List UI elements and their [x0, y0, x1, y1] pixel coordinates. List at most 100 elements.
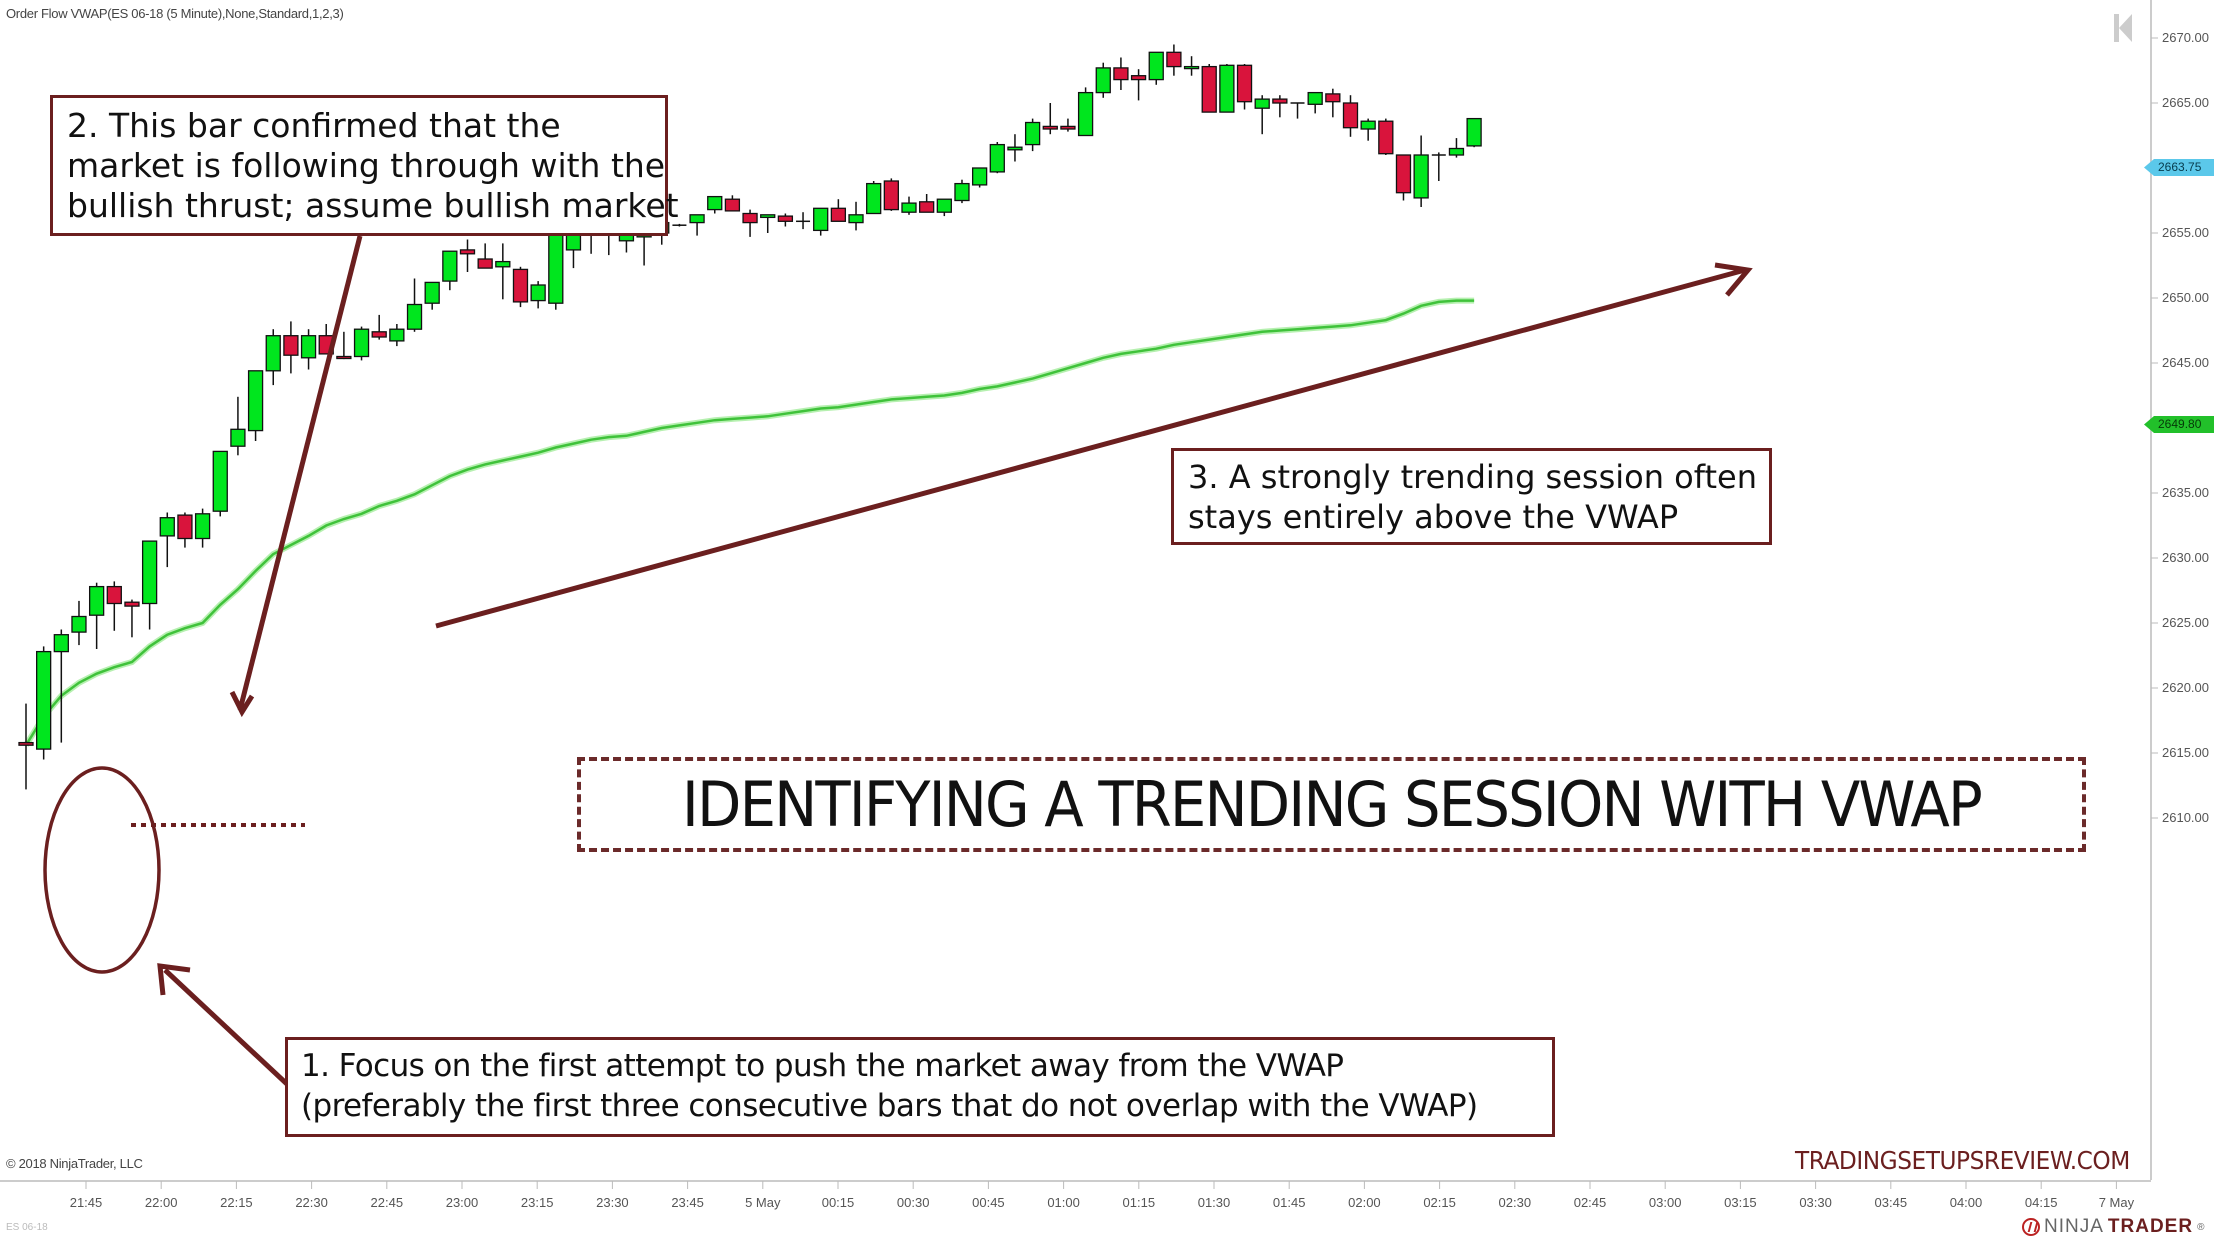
y-tick-label: 2620.00 [2162, 680, 2209, 695]
y-tick-label: 2645.00 [2162, 355, 2209, 370]
bull-candle [1077, 91, 1094, 137]
y-tick-label: 2665.00 [2162, 95, 2209, 110]
bull-candle [88, 585, 105, 616]
x-tick-label: 03:30 [1799, 1195, 1832, 1210]
bull-candle [954, 182, 970, 202]
bull-candle [1448, 147, 1465, 156]
x-tick-label: 03:15 [1724, 1195, 1757, 1210]
vwap-line [24, 299, 1475, 746]
x-tick-label: 23:45 [671, 1195, 704, 1210]
x-tick-label: 01:15 [1123, 1195, 1156, 1210]
candles [18, 44, 1482, 790]
bear-candle [371, 331, 387, 338]
arrow-callout-1 [163, 968, 290, 1087]
bull-candle [848, 214, 864, 224]
brand-mark: ® [2197, 1221, 2206, 1233]
website-watermark: TRADINGSETUPSREVIEW.COM [1795, 1146, 2130, 1175]
x-tick-label: 7 May [2099, 1195, 2135, 1210]
x-tick-label: 01:30 [1198, 1195, 1231, 1210]
bear-candle [883, 180, 899, 211]
bear-candle [1042, 125, 1058, 130]
x-tick-label: 02:00 [1348, 1195, 1381, 1210]
bull-candle [53, 634, 69, 653]
arrow-head-1-icon [157, 963, 191, 996]
y-tick-label: 2610.00 [2162, 810, 2209, 825]
bear-candle [106, 585, 122, 605]
bull-candle [212, 450, 228, 512]
bear-candle [1130, 75, 1147, 81]
bull-candle [230, 428, 246, 447]
copyright-text: © 2018 NinjaTrader, LLC [6, 1156, 143, 1171]
bear-candle [1060, 125, 1076, 130]
y-tick-label: 2625.00 [2162, 615, 2209, 630]
callout-3-line-2: stays entirely above the VWAP [1188, 498, 1679, 536]
bear-candle [1395, 154, 1412, 194]
bull-candle [141, 540, 158, 605]
last-price-tag: 2663.75 [2144, 159, 2214, 176]
y-tick-label: 2650.00 [2162, 290, 2209, 305]
bear-candle [830, 207, 847, 222]
callout-2: 2. This bar confirmed that the market is… [50, 95, 679, 236]
indicator-title: Order Flow VWAP(ES 06-18 (5 Minute),None… [6, 6, 344, 21]
x-tick-label: 21:45 [70, 1195, 103, 1210]
x-tick-label: 04:15 [2025, 1195, 2058, 1210]
bear-candle [724, 198, 741, 212]
bear-candle [1378, 120, 1394, 155]
x-tick-label: 02:30 [1499, 1195, 1532, 1210]
callout-1-line-2: (preferably the first three consecutive … [301, 1088, 1478, 1124]
bull-candle [1007, 146, 1023, 151]
bull-candle [1413, 154, 1429, 199]
callout-1: 1. Focus on the first attempt to push th… [285, 1037, 1555, 1137]
callout-2-line-1: 2. This bar confirmed that the [67, 106, 561, 145]
bull-candle [1307, 91, 1323, 105]
bull-candle [424, 281, 440, 304]
bear-candle [1342, 102, 1359, 129]
bear-candle [919, 201, 935, 213]
bull-candle [1148, 51, 1164, 81]
x-tick-label: 22:00 [145, 1195, 178, 1210]
bull-candle [989, 143, 1005, 173]
y-tick-label: 2630.00 [2162, 550, 2209, 565]
instrument-label: ES 06-18 [6, 1222, 48, 1233]
arrow-callout-2 [237, 235, 363, 711]
vwap-price-tag: 2649.80 [2144, 416, 2214, 433]
bull-candle [548, 227, 564, 304]
chart-main-title: IDENTIFYING A TRENDING SESSION WITH VWAP [681, 768, 1983, 841]
callout-3: 3. A strongly trending session often sta… [1171, 448, 1772, 545]
first-bars-ellipse [43, 766, 161, 974]
bear-candle [18, 741, 34, 746]
bear-candle [777, 215, 794, 222]
brand-bold: TRADER [2107, 1216, 2194, 1237]
x-tick-label: 22:30 [295, 1195, 328, 1210]
x-tick-label: 01:45 [1273, 1195, 1306, 1210]
x-tick-label: 00:45 [972, 1195, 1005, 1210]
x-tick-label: 01:00 [1047, 1195, 1080, 1210]
bull-candle [530, 284, 546, 302]
x-tick-label: 5 May [745, 1195, 781, 1210]
bull-candle [495, 260, 511, 268]
bear-candle [1272, 98, 1288, 104]
bear-candle [1325, 93, 1341, 103]
bull-candle [300, 335, 317, 359]
trend-arrow-head-icon [1714, 262, 1753, 297]
scroll-to-end-button[interactable] [2114, 14, 2132, 42]
bear-candle [742, 212, 758, 224]
bull-candle [442, 250, 458, 282]
bull-candle [760, 214, 776, 219]
y-tick-label: 2670.00 [2162, 30, 2209, 45]
bull-candle [353, 328, 370, 358]
bull-candle [406, 303, 423, 330]
bear-candle [459, 249, 476, 255]
x-tick-label: 22:15 [220, 1195, 253, 1210]
x-tick-label: 03:00 [1649, 1195, 1682, 1210]
bull-candle [71, 615, 87, 633]
ninjatrader-logo: NINJA TRADER ® [2022, 1216, 2205, 1238]
bull-candle [901, 202, 917, 213]
ninjatrader-logo-icon [2022, 1218, 2040, 1236]
bull-candle [813, 207, 829, 232]
bear-candle [1201, 65, 1217, 113]
scroll-end-icon-arrow [2119, 14, 2132, 42]
x-tick-label: 23:30 [596, 1195, 629, 1210]
x-tick-label: 23:00 [446, 1195, 479, 1210]
